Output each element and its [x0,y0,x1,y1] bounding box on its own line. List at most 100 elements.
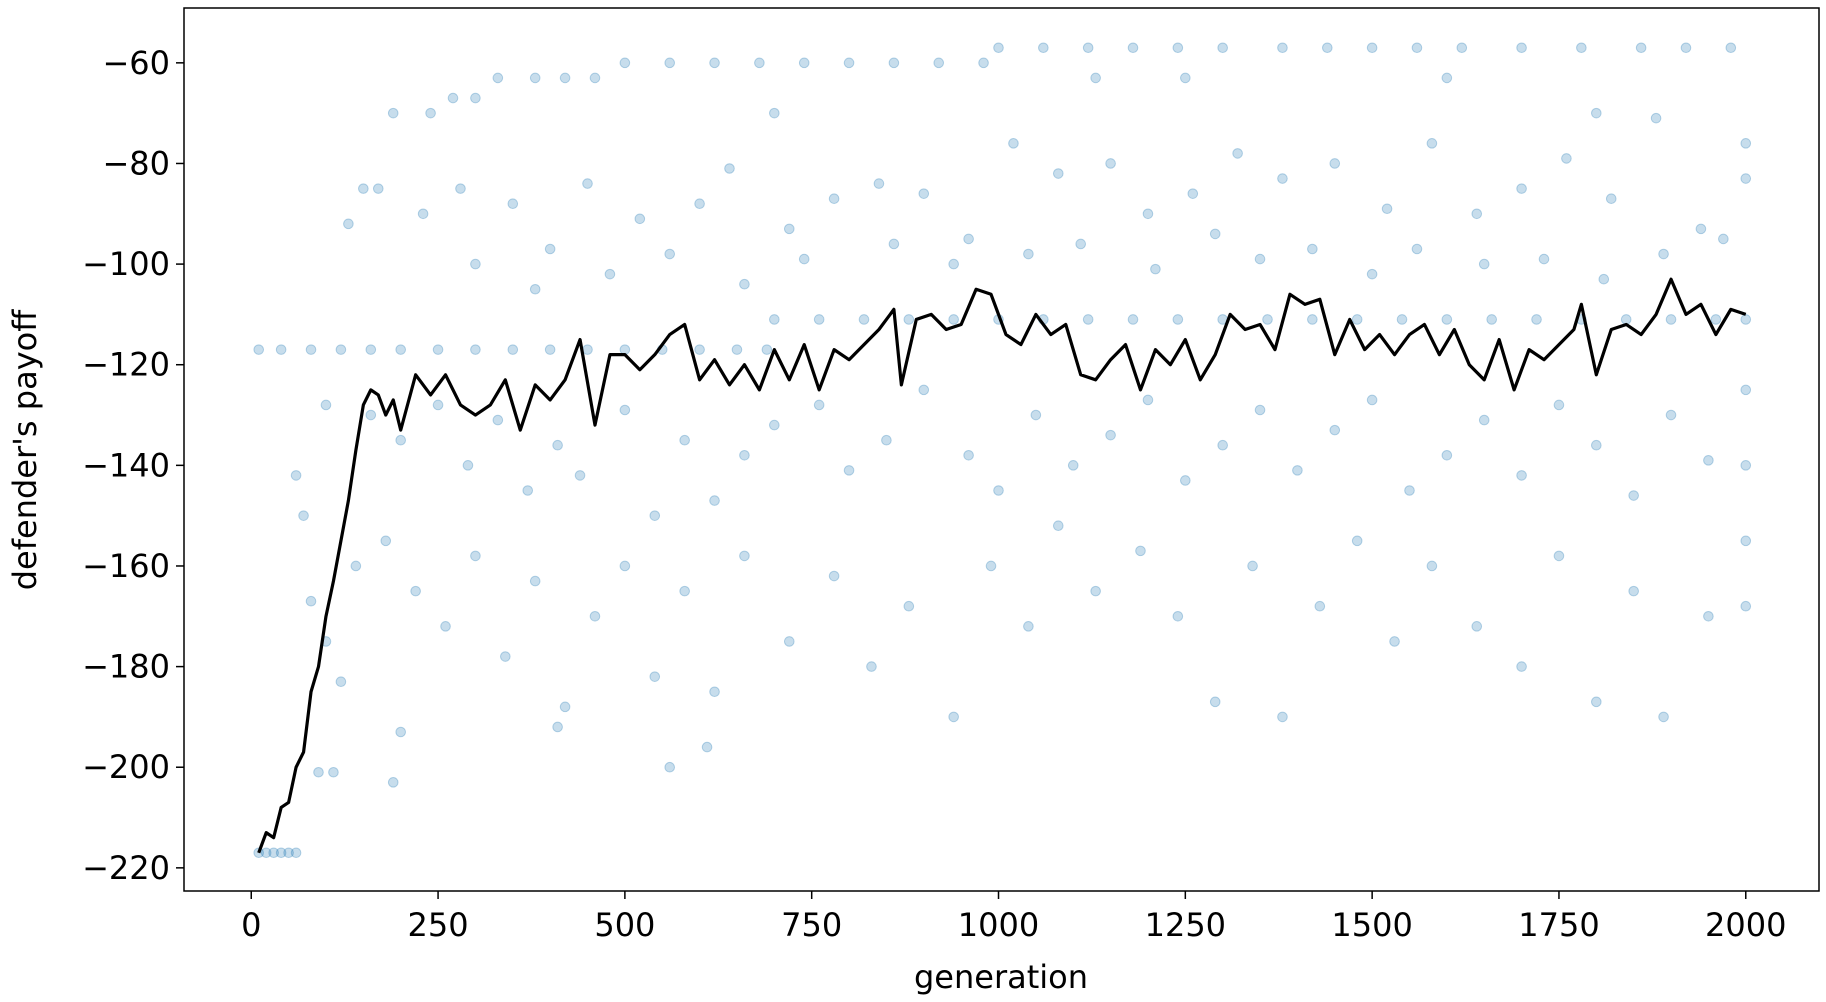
plot-frame [183,7,1820,892]
y-tick-label: −140 [82,446,170,484]
scatter-point [529,283,541,295]
scatter-point [1082,42,1094,54]
scatter-point [1329,424,1341,436]
scatter-point [1695,223,1707,235]
x-tick-label: 2000 [1705,906,1786,944]
scatter-point [1172,610,1184,622]
scatter-point [1658,711,1669,723]
scatter-point [978,57,989,69]
scatter-point [365,409,377,421]
scatter-point [1292,465,1303,476]
scatter-point [1411,243,1423,255]
x-tick-label: 250 [408,906,469,944]
scatter-point [559,72,571,84]
scatter-point [1314,600,1326,612]
scatter-point [993,42,1004,54]
scatter-point [1576,42,1587,54]
scatter-point [470,258,481,270]
scatter-point [903,600,915,612]
scatter-point [1628,490,1639,501]
scatter-point [335,676,347,687]
scatter-point [1426,138,1438,149]
scatter-point [1665,409,1677,421]
scatter-point [290,847,302,859]
scatter-point [358,183,369,194]
scatter-point [709,686,720,698]
scatter-point [709,495,720,506]
scatter-point [1209,228,1221,240]
scatter-point [447,92,459,104]
scatter-point [1247,560,1258,572]
scatter-point [828,570,840,582]
scatter-point [1180,475,1191,486]
scatter-point [275,344,287,355]
scatter-point [1366,42,1378,54]
scatter-point [731,344,743,355]
scatter-point [858,314,870,325]
scatter-point [1404,485,1415,496]
scatter-point [1740,173,1752,184]
scatter-point [1254,253,1266,265]
scatter-point [1277,711,1288,723]
scatter-point [948,258,959,270]
scatter-point [1396,314,1408,325]
scatter-point [1067,460,1079,471]
scatter-point [634,213,646,225]
scatter-point [664,57,676,69]
scatter-point [1381,203,1393,215]
scatter-point [410,585,421,597]
scatter-point [1478,258,1490,270]
scatter-point [1710,314,1722,325]
y-tick-label: −120 [82,346,170,384]
scatter-point [1441,314,1453,325]
scatter-point [552,439,563,451]
scatter-point [529,72,541,84]
scatter-point [1232,148,1243,159]
scatter-point [380,535,392,547]
scatter-point [1740,314,1752,325]
scatter-point [1254,404,1266,416]
scatter-point [1740,535,1752,547]
scatter-point [1725,42,1737,54]
scatter-point [1030,409,1042,421]
scatter-point [1426,560,1438,572]
scatter-point [544,243,556,255]
scatter-point [903,314,915,325]
scatter-point [492,72,504,84]
scatter-point [1441,72,1453,84]
scatter-point [948,711,959,723]
scatter-point [918,384,930,396]
x-tick-label: 1000 [958,906,1039,944]
scatter-point [417,208,429,220]
y-tick-label: −80 [102,144,170,182]
scatter-point [574,470,586,481]
scatter-point [305,595,317,607]
x-tick-label: 500 [594,906,655,944]
x-tick-label: 750 [781,906,842,944]
scatter-point [350,560,362,572]
scatter-point [1650,112,1662,124]
scatter-point [918,188,930,199]
scatter-point [679,434,690,446]
scatter-point [1277,173,1288,184]
scatter-point [1150,263,1161,275]
scatter-point [679,585,690,597]
scatter-point [1553,550,1565,562]
scatter-point [619,404,631,416]
scatter-point [387,107,399,119]
scatter-point [1553,399,1565,411]
scatter-point [888,238,900,250]
scatter-point [313,766,324,778]
scatter-point [783,223,795,235]
scatter-point [1262,314,1273,325]
scatter-point [1516,42,1527,54]
scatter-point [470,344,481,355]
scatter-point [881,434,892,446]
scatter-point [275,847,287,859]
scatter-point [1411,42,1423,54]
y-axis-label: defender's payoff [6,309,44,590]
scatter-point [1052,520,1064,532]
x-tick-label: 1500 [1331,906,1412,944]
scatter-point [963,233,974,245]
scatter-point [582,178,593,189]
